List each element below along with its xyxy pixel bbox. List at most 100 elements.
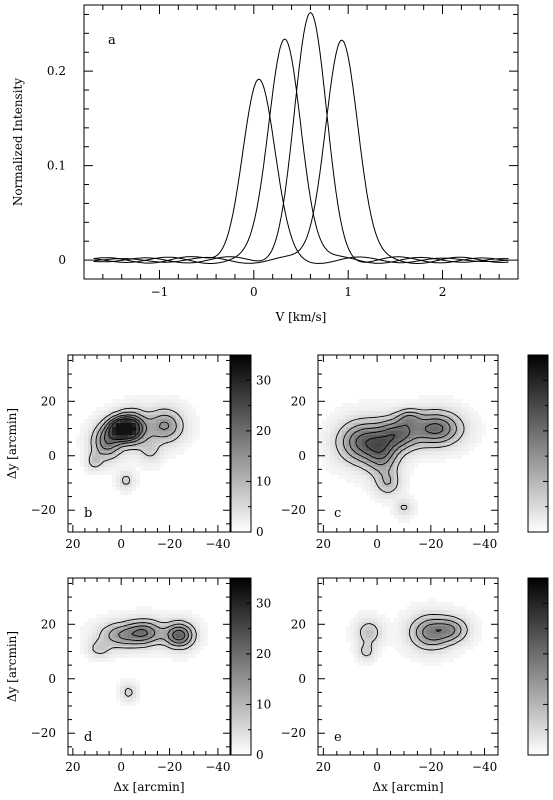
map-cell xyxy=(354,407,358,411)
map-cell xyxy=(192,630,196,634)
map-cell xyxy=(120,614,124,618)
map-cell xyxy=(430,427,434,431)
map-cell xyxy=(438,403,442,407)
map-cell xyxy=(370,399,374,403)
map-cell xyxy=(450,399,454,403)
map-cell xyxy=(346,427,350,431)
map-cell xyxy=(430,447,434,451)
map-cell xyxy=(346,447,350,451)
map-cell xyxy=(366,447,370,451)
map-cell xyxy=(330,455,334,459)
map-cell xyxy=(446,447,450,451)
map-cell xyxy=(382,642,386,646)
map-cell xyxy=(406,471,410,475)
map-cell xyxy=(398,642,402,646)
map-cell xyxy=(104,407,108,411)
map-cell xyxy=(144,638,148,642)
map-cell xyxy=(382,614,386,618)
map-cell xyxy=(426,606,430,610)
map-cell xyxy=(442,654,446,658)
map-cell xyxy=(80,638,84,642)
map-cell xyxy=(366,439,370,443)
map-cell xyxy=(164,415,168,419)
map-cell xyxy=(120,463,124,467)
map-cell xyxy=(406,650,410,654)
map-cell xyxy=(192,415,196,419)
map-cell xyxy=(378,463,382,467)
map-cell xyxy=(434,447,438,451)
map-cell xyxy=(366,654,370,658)
map-cell xyxy=(350,618,354,622)
map-cell xyxy=(366,467,370,471)
map-cell xyxy=(148,431,152,435)
map-cell xyxy=(438,654,442,658)
map-cell xyxy=(442,602,446,606)
map-cell xyxy=(136,622,140,626)
map-cell xyxy=(382,483,386,487)
map-cell xyxy=(108,618,112,622)
map-cell xyxy=(350,431,354,435)
map-cell xyxy=(152,427,156,431)
map-cell xyxy=(426,598,430,602)
map-cell xyxy=(354,630,358,634)
map-cell xyxy=(120,634,124,638)
map-cell xyxy=(196,646,200,650)
map-cell xyxy=(394,511,398,515)
map-cell xyxy=(330,443,334,447)
map-cell xyxy=(398,630,402,634)
map-cell xyxy=(470,419,474,423)
map-cell xyxy=(350,411,354,415)
map-cell xyxy=(124,702,128,706)
map-cell xyxy=(390,491,394,495)
map-cell xyxy=(112,618,116,622)
map-cell xyxy=(406,487,410,491)
map-cell xyxy=(426,431,430,435)
map-cell xyxy=(430,610,434,614)
map-cell xyxy=(402,622,406,626)
map-cell xyxy=(402,459,406,463)
map-cell xyxy=(136,471,140,475)
map-cell xyxy=(374,487,378,491)
map-cell xyxy=(470,610,474,614)
map-cell xyxy=(92,638,96,642)
map-cell xyxy=(346,479,350,483)
map-cell xyxy=(116,455,120,459)
map-cell xyxy=(152,646,156,650)
map-cell xyxy=(426,407,430,411)
map-cell xyxy=(156,435,160,439)
map-cell xyxy=(176,447,180,451)
map-cell xyxy=(382,646,386,650)
map-cell xyxy=(430,662,434,666)
map-cell xyxy=(80,642,84,646)
map-cell xyxy=(374,403,378,407)
map-cell xyxy=(410,463,414,467)
map-cell xyxy=(382,427,386,431)
map-cell xyxy=(322,459,326,463)
map-cell xyxy=(342,463,346,467)
map-cell xyxy=(132,698,136,702)
map-cell xyxy=(454,431,458,435)
map-cell xyxy=(88,622,92,626)
map-cell xyxy=(88,423,92,427)
map-cell xyxy=(446,439,450,443)
map-cell xyxy=(422,455,426,459)
map-cell xyxy=(88,443,92,447)
map-cell xyxy=(136,610,140,614)
map-cell xyxy=(92,411,96,415)
map-cell xyxy=(442,427,446,431)
map-cell xyxy=(116,451,120,455)
map-cell xyxy=(370,415,374,419)
map-cell xyxy=(116,487,120,491)
map-cell xyxy=(112,447,116,451)
map-cell xyxy=(196,431,200,435)
map-cell xyxy=(386,447,390,451)
map-cell xyxy=(338,407,342,411)
map-cell xyxy=(442,407,446,411)
map-cell xyxy=(108,415,112,419)
map-cell xyxy=(378,455,382,459)
map-cell xyxy=(426,439,430,443)
map-cell xyxy=(430,598,434,602)
map-cell xyxy=(160,610,164,614)
map-cell xyxy=(350,475,354,479)
map-cell xyxy=(330,415,334,419)
